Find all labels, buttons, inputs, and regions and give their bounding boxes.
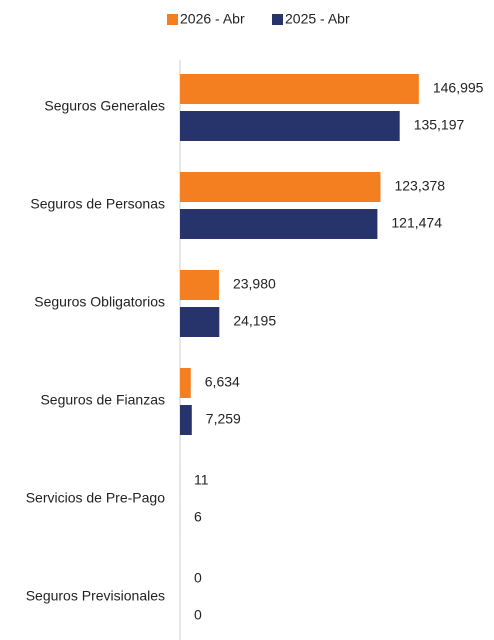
value-label: 0 bbox=[194, 607, 202, 623]
value-label: 121,474 bbox=[391, 215, 442, 231]
value-label: 0 bbox=[194, 570, 202, 586]
value-label: 135,197 bbox=[414, 117, 465, 133]
value-label: 23,980 bbox=[233, 276, 276, 292]
value-label: 6 bbox=[194, 509, 202, 525]
legend-swatch bbox=[167, 14, 178, 25]
legend-swatch bbox=[272, 14, 283, 25]
value-label: 11 bbox=[194, 472, 209, 488]
legend-label: 2025 - Abr bbox=[285, 11, 350, 27]
value-label: 123,378 bbox=[394, 178, 445, 194]
value-label: 24,195 bbox=[233, 313, 276, 329]
category-label: Seguros Obligatorios bbox=[34, 294, 165, 310]
bar bbox=[180, 405, 192, 435]
bar bbox=[180, 368, 191, 398]
value-label: 6,634 bbox=[205, 374, 240, 390]
category-label: Seguros de Personas bbox=[30, 196, 165, 212]
category-label: Seguros Generales bbox=[44, 98, 165, 114]
legend-label: 2026 - Abr bbox=[180, 11, 245, 27]
bar bbox=[180, 270, 219, 300]
value-label: 7,259 bbox=[206, 411, 241, 427]
bar bbox=[180, 111, 400, 141]
bar bbox=[180, 209, 378, 239]
category-label: Seguros Previsionales bbox=[26, 588, 165, 604]
bar bbox=[180, 307, 220, 337]
bar bbox=[180, 172, 381, 202]
value-label: 146,995 bbox=[433, 80, 484, 96]
category-label: Servicios de Pre-Pago bbox=[26, 490, 166, 506]
bar bbox=[180, 74, 419, 104]
category-label: Seguros de Fianzas bbox=[40, 392, 165, 408]
